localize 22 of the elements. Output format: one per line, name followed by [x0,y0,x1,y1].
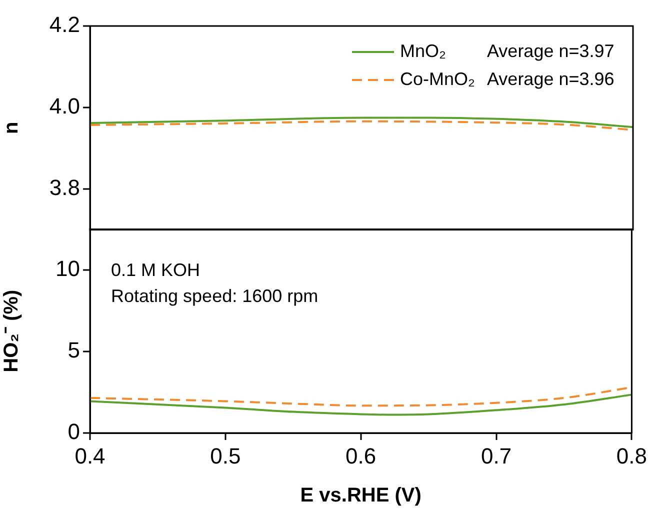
x-tick-label: 0.4 [74,443,106,468]
x-tick-label: 0.5 [210,443,241,468]
legend-label: MnO₂ [400,40,446,61]
y-tick-label: 5 [68,338,80,363]
annotation: 0.1 M KOH [111,260,200,280]
line-series [90,116,633,128]
x-axis-title: E vs.RHE (V) [300,484,422,507]
x-tick-label: 0.6 [346,443,376,468]
x-tick-label: 0.8 [616,443,648,468]
x-tick-label: 0.7 [480,443,512,468]
annotation: Average n=3.96 [487,68,614,89]
y-axis-title: HO₂⁻ (%) [0,290,23,372]
legend-label: Co-MnO₂ [400,68,476,89]
line-series [90,394,632,416]
y-tick-label: 0 [68,419,80,444]
y-tick-label: 10 [56,256,80,282]
y-axis-title: n [0,122,23,134]
annotation: Average n=3.97 [487,40,614,61]
annotation: Rotating speed: 1600 rpm [111,286,318,306]
y-tick-label: 4.2 [49,12,80,38]
y-tick-label: 3.8 [49,175,80,200]
y-tick-label: 4.0 [49,94,80,119]
